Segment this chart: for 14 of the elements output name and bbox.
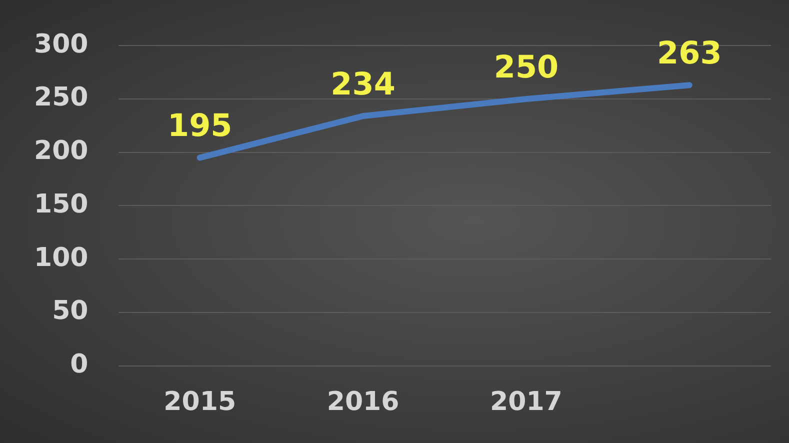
data-label: 195 xyxy=(168,108,232,144)
y-tick-label: 0 xyxy=(70,350,88,380)
y-tick-label: 300 xyxy=(34,29,88,60)
data-label: 250 xyxy=(494,50,559,86)
data-label: 263 xyxy=(657,36,722,72)
y-tick-label: 50 xyxy=(52,296,88,326)
data-label: 234 xyxy=(330,66,396,103)
x-tick-label: 2015 xyxy=(164,387,236,418)
x-tick-label: 2016 xyxy=(326,387,400,418)
y-tick-label: 150 xyxy=(34,189,88,220)
y-tick-label: 250 xyxy=(34,82,88,113)
y-tick-label: 200 xyxy=(34,136,88,166)
y-tick-label: 100 xyxy=(34,242,88,273)
x-tick-label: 2017 xyxy=(490,387,562,418)
